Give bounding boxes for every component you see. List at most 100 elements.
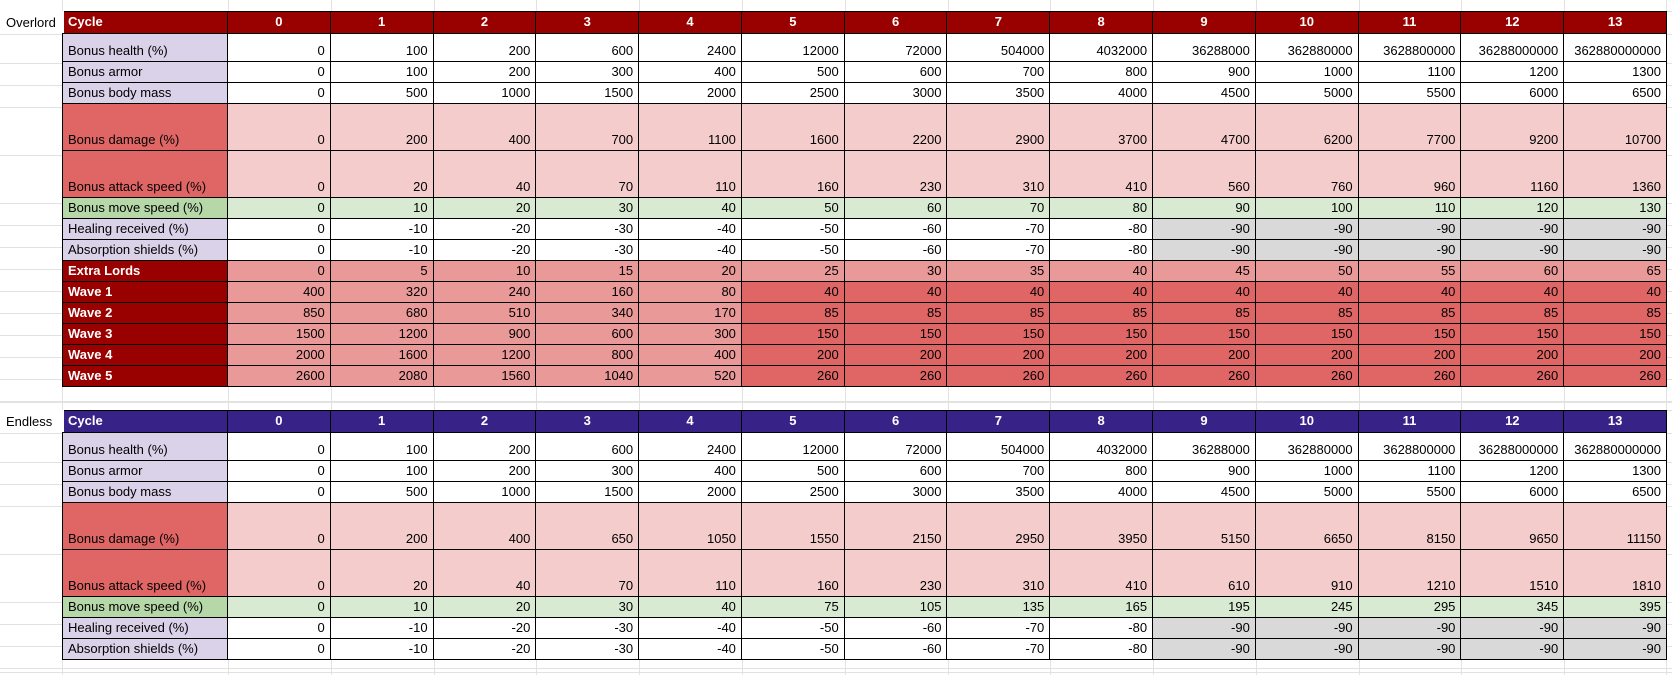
value-cell[interactable]: 40 (1050, 261, 1154, 282)
value-cell[interactable]: 1600 (741, 104, 845, 151)
value-cell[interactable]: 80 (1050, 198, 1154, 219)
value-cell[interactable]: 900 (1153, 62, 1256, 83)
value-cell[interactable]: 0 (228, 198, 331, 219)
value-cell[interactable]: 2950 (947, 503, 1051, 550)
value-cell[interactable]: 1210 (1358, 550, 1462, 597)
column-header[interactable]: 5 (741, 411, 845, 433)
column-header-cycle[interactable]: Cycle (63, 411, 228, 433)
value-cell[interactable]: 200 (741, 345, 845, 366)
value-cell[interactable]: -30 (536, 219, 640, 240)
column-header[interactable]: 9 (1153, 12, 1256, 34)
value-cell[interactable]: -90 (1255, 639, 1359, 660)
value-cell[interactable]: 3500 (947, 83, 1051, 104)
value-cell[interactable]: 295 (1358, 597, 1462, 618)
column-header[interactable]: 6 (844, 411, 948, 433)
value-cell[interactable]: 260 (1461, 366, 1565, 387)
value-cell[interactable]: -90 (1255, 240, 1359, 261)
value-cell[interactable]: 700 (947, 62, 1051, 83)
value-cell[interactable]: 200 (433, 62, 537, 83)
value-cell[interactable]: -50 (741, 618, 845, 639)
column-header[interactable]: 13 (1564, 411, 1667, 433)
value-cell[interactable]: 6500 (1564, 482, 1667, 503)
value-cell[interactable]: 150 (1461, 324, 1565, 345)
value-cell[interactable]: 40 (1050, 282, 1154, 303)
value-cell[interactable]: -40 (639, 618, 742, 639)
value-cell[interactable]: 4700 (1153, 104, 1256, 151)
value-cell[interactable]: 1200 (433, 345, 537, 366)
column-header[interactable]: 1 (330, 411, 434, 433)
value-cell[interactable]: -50 (741, 639, 845, 660)
value-cell[interactable]: -20 (433, 618, 537, 639)
column-header[interactable]: 4 (639, 12, 742, 34)
value-cell[interactable]: 0 (228, 62, 331, 83)
row-label[interactable]: Wave 3 (63, 324, 228, 345)
value-cell[interactable]: 1050 (639, 503, 742, 550)
row-label[interactable]: Bonus damage (%) (63, 104, 228, 151)
column-header[interactable]: 10 (1255, 411, 1359, 433)
value-cell[interactable]: 3000 (844, 83, 948, 104)
row-label[interactable]: Bonus body mass (63, 482, 228, 503)
value-cell[interactable]: 900 (1153, 461, 1256, 482)
column-header[interactable]: 11 (1358, 411, 1462, 433)
column-header[interactable]: 5 (741, 12, 845, 34)
value-cell[interactable]: -60 (844, 219, 948, 240)
value-cell[interactable]: 1300 (1564, 461, 1667, 482)
value-cell[interactable]: 110 (639, 151, 742, 198)
value-cell[interactable]: 40 (844, 282, 948, 303)
value-cell[interactable]: 50 (1255, 261, 1359, 282)
value-cell[interactable]: -60 (844, 240, 948, 261)
value-cell[interactable]: 900 (433, 324, 537, 345)
value-cell[interactable]: 760 (1255, 151, 1359, 198)
row-label[interactable]: Wave 2 (63, 303, 228, 324)
column-header-cycle[interactable]: Cycle (63, 12, 228, 34)
value-cell[interactable]: 650 (536, 503, 640, 550)
row-label[interactable]: Extra Lords (63, 261, 228, 282)
value-cell[interactable]: 85 (741, 303, 845, 324)
value-cell[interactable]: 110 (639, 550, 742, 597)
row-label[interactable]: Bonus move speed (%) (63, 198, 228, 219)
value-cell[interactable]: 100 (330, 62, 434, 83)
section-label-overlord[interactable]: Overlord (0, 11, 64, 33)
value-cell[interactable]: 1600 (330, 345, 434, 366)
value-cell[interactable]: 36288000000 (1461, 433, 1565, 461)
value-cell[interactable]: 40 (433, 550, 537, 597)
row-label[interactable]: Bonus move speed (%) (63, 597, 228, 618)
value-cell[interactable]: 500 (330, 482, 434, 503)
value-cell[interactable]: -80 (1050, 618, 1154, 639)
value-cell[interactable]: 1500 (228, 324, 331, 345)
value-cell[interactable]: 260 (844, 366, 948, 387)
value-cell[interactable]: 40 (1153, 282, 1256, 303)
value-cell[interactable]: 40 (741, 282, 845, 303)
value-cell[interactable]: 1040 (536, 366, 640, 387)
value-cell[interactable]: -50 (741, 219, 845, 240)
value-cell[interactable]: 500 (741, 461, 845, 482)
value-cell[interactable]: -20 (433, 639, 537, 660)
value-cell[interactable]: 1200 (330, 324, 434, 345)
row-label[interactable]: Healing received (%) (63, 618, 228, 639)
value-cell[interactable]: 260 (1153, 366, 1256, 387)
column-header[interactable]: 0 (228, 12, 331, 34)
row-label[interactable]: Bonus attack speed (%) (63, 151, 228, 198)
value-cell[interactable]: 40 (433, 151, 537, 198)
value-cell[interactable]: 100 (330, 433, 434, 461)
value-cell[interactable]: 0 (228, 261, 331, 282)
value-cell[interactable]: 230 (844, 550, 948, 597)
value-cell[interactable]: 0 (228, 151, 331, 198)
value-cell[interactable]: 36288000 (1153, 34, 1256, 62)
value-cell[interactable]: 0 (228, 83, 331, 104)
value-cell[interactable]: 36288000 (1153, 433, 1256, 461)
value-cell[interactable]: 60 (1461, 261, 1565, 282)
value-cell[interactable]: 300 (536, 62, 640, 83)
value-cell[interactable]: 0 (228, 618, 331, 639)
value-cell[interactable]: 11150 (1564, 503, 1667, 550)
value-cell[interactable]: 65 (1564, 261, 1667, 282)
value-cell[interactable]: 25 (741, 261, 845, 282)
value-cell[interactable]: -90 (1564, 240, 1667, 261)
value-cell[interactable]: 0 (228, 34, 331, 62)
row-label[interactable]: Healing received (%) (63, 219, 228, 240)
value-cell[interactable]: 200 (1564, 345, 1667, 366)
value-cell[interactable]: 15 (536, 261, 640, 282)
value-cell[interactable]: 6500 (1564, 83, 1667, 104)
value-cell[interactable]: -70 (947, 219, 1051, 240)
value-cell[interactable]: -50 (741, 240, 845, 261)
